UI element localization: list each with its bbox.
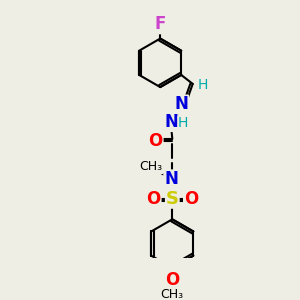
Text: O: O — [165, 271, 179, 289]
Text: F: F — [154, 16, 166, 34]
Text: O: O — [148, 132, 163, 150]
Text: O: O — [184, 190, 198, 208]
Text: N: N — [164, 113, 178, 131]
Text: CH₃: CH₃ — [140, 160, 163, 173]
Text: H: H — [178, 116, 188, 130]
Text: H: H — [198, 78, 208, 92]
Text: N: N — [174, 95, 188, 113]
Text: O: O — [146, 190, 161, 208]
Text: S: S — [166, 190, 179, 208]
Text: N: N — [164, 170, 178, 188]
Text: CH₃: CH₃ — [161, 288, 184, 300]
